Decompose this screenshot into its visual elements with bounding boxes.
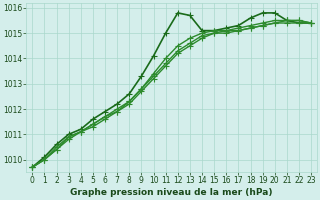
X-axis label: Graphe pression niveau de la mer (hPa): Graphe pression niveau de la mer (hPa) (70, 188, 273, 197)
